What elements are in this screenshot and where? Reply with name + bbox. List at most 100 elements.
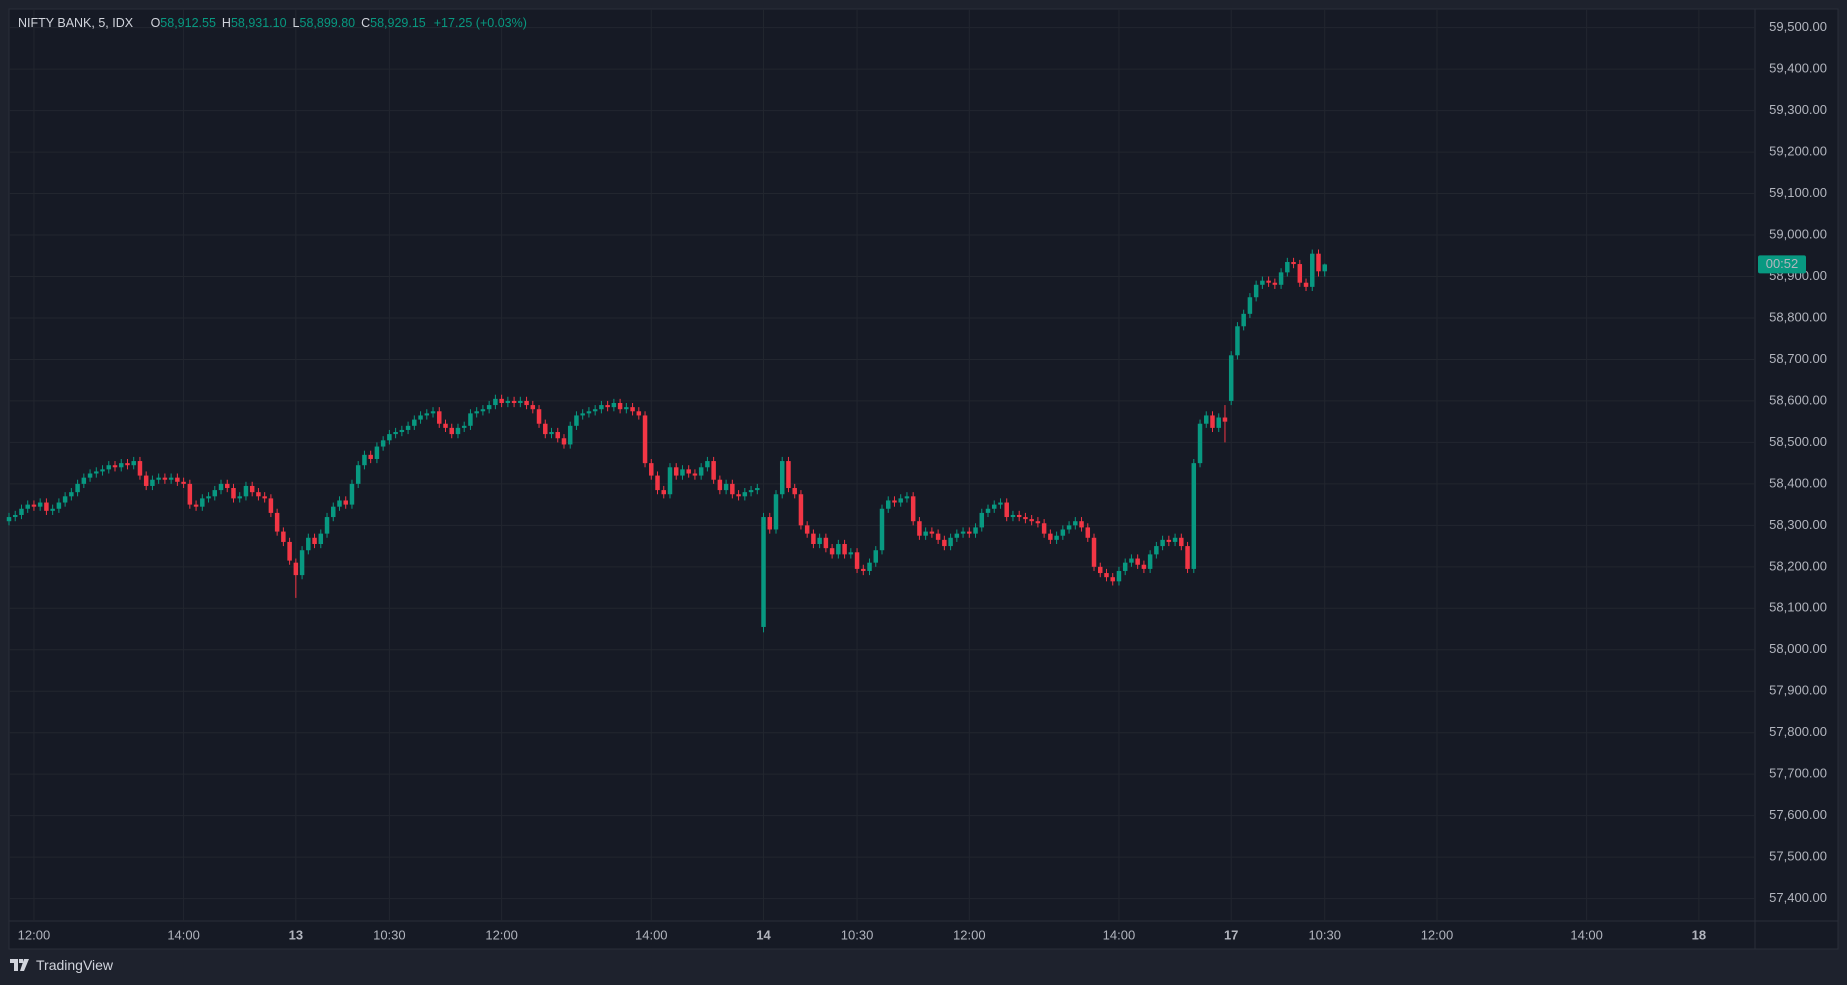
candle-body (1247, 297, 1253, 314)
last-price-countdown: 00:52 (1766, 256, 1799, 271)
candle-body (1228, 355, 1234, 401)
candle-body (187, 483, 193, 505)
candle-body (94, 471, 99, 474)
candle-body (1016, 514, 1022, 518)
candle-body (1129, 558, 1134, 563)
candle-body (1285, 261, 1290, 273)
candle-body (1029, 519, 1034, 522)
candle-body (212, 490, 218, 497)
candle-body (642, 415, 648, 464)
candle-body (885, 500, 891, 509)
candle-body (281, 531, 286, 542)
candle-body (655, 475, 660, 491)
y-tick-label: 57,600.00 (1769, 807, 1827, 822)
candle-body (611, 402, 617, 408)
candle-body (1216, 417, 1221, 428)
candle-body (118, 463, 124, 468)
candle-body (1179, 537, 1184, 547)
candle-body (1191, 463, 1197, 569)
candle-body (748, 490, 754, 493)
candle-body (405, 425, 411, 430)
candle-body (717, 479, 723, 491)
candle-body (50, 508, 55, 511)
y-tick-label: 58,600.00 (1769, 392, 1827, 407)
candle-body (811, 533, 816, 545)
candle-body (798, 494, 804, 526)
y-tick-label: 57,500.00 (1769, 849, 1827, 864)
chart-frame (8, 8, 1839, 950)
candle-body (518, 400, 523, 403)
candle-body (1278, 272, 1284, 285)
candle-body (567, 425, 573, 445)
ohlc-value: 58,929.15 (370, 16, 426, 30)
candle-body (755, 488, 760, 491)
candle-body (499, 398, 504, 403)
candle-body (62, 496, 68, 503)
candle-body (1054, 535, 1059, 540)
candle-body (985, 508, 991, 513)
candle-body (100, 469, 105, 472)
candle-body (200, 498, 205, 507)
candle-body (636, 411, 642, 416)
candle-body (349, 483, 355, 505)
y-tick-label: 58,000.00 (1769, 641, 1827, 656)
candle-body (873, 550, 879, 563)
candle-body (998, 502, 1003, 505)
candle-body (1048, 533, 1053, 540)
candle-body (1166, 539, 1172, 542)
candle-body (1147, 554, 1153, 569)
candle-body (661, 490, 666, 495)
candle-body (1110, 577, 1115, 582)
x-tick-label: 12:00 (1421, 927, 1454, 942)
grid (9, 9, 1755, 921)
candle-body (412, 419, 417, 426)
candle-body (761, 517, 766, 627)
candle-body (867, 562, 872, 571)
candle-body (418, 415, 423, 420)
candle-body (580, 413, 585, 416)
candle-body (1091, 537, 1097, 567)
candle-body (892, 500, 897, 503)
candle-body (929, 531, 935, 534)
candle-body (561, 438, 567, 445)
candle-body (318, 533, 324, 545)
candle-body (1035, 521, 1041, 524)
candle-body (399, 429, 405, 433)
candle-body (125, 463, 130, 466)
y-tick-label: 57,700.00 (1769, 766, 1827, 781)
candle-body (1222, 417, 1228, 422)
y-tick-label: 57,800.00 (1769, 724, 1827, 739)
candle-body (87, 473, 93, 478)
candle-body (249, 485, 255, 493)
candle-body (536, 409, 542, 424)
candle-body (256, 492, 261, 497)
x-tick-label: 14 (756, 927, 771, 942)
candle-body (586, 411, 592, 414)
candle-body (387, 434, 392, 441)
candle-body (461, 425, 467, 428)
ohlc-value: 58,899.80 (299, 16, 356, 30)
x-tick-label: 10:30 (841, 927, 874, 942)
candle-body (991, 504, 997, 509)
candle-body (343, 500, 348, 505)
candle-body (380, 440, 386, 447)
candle-body (1197, 423, 1203, 464)
candle-body (231, 488, 236, 499)
candle-body (1204, 415, 1209, 424)
candle-body (1260, 280, 1265, 285)
candle-body (25, 504, 30, 509)
y-tick-label: 58,700.00 (1769, 351, 1827, 366)
candle-body (293, 562, 299, 576)
candle-body (948, 537, 953, 547)
y-tick-label: 59,300.00 (1769, 102, 1827, 117)
candle-body (511, 400, 517, 403)
candle-body (274, 512, 280, 532)
x-tick-label: 18 (1692, 927, 1706, 942)
candle-body (524, 400, 529, 406)
candle-body (549, 432, 554, 435)
y-tick-label: 58,800.00 (1769, 309, 1827, 324)
candle-body (592, 409, 598, 412)
candle-body (1241, 313, 1246, 327)
candle-body (493, 398, 498, 406)
